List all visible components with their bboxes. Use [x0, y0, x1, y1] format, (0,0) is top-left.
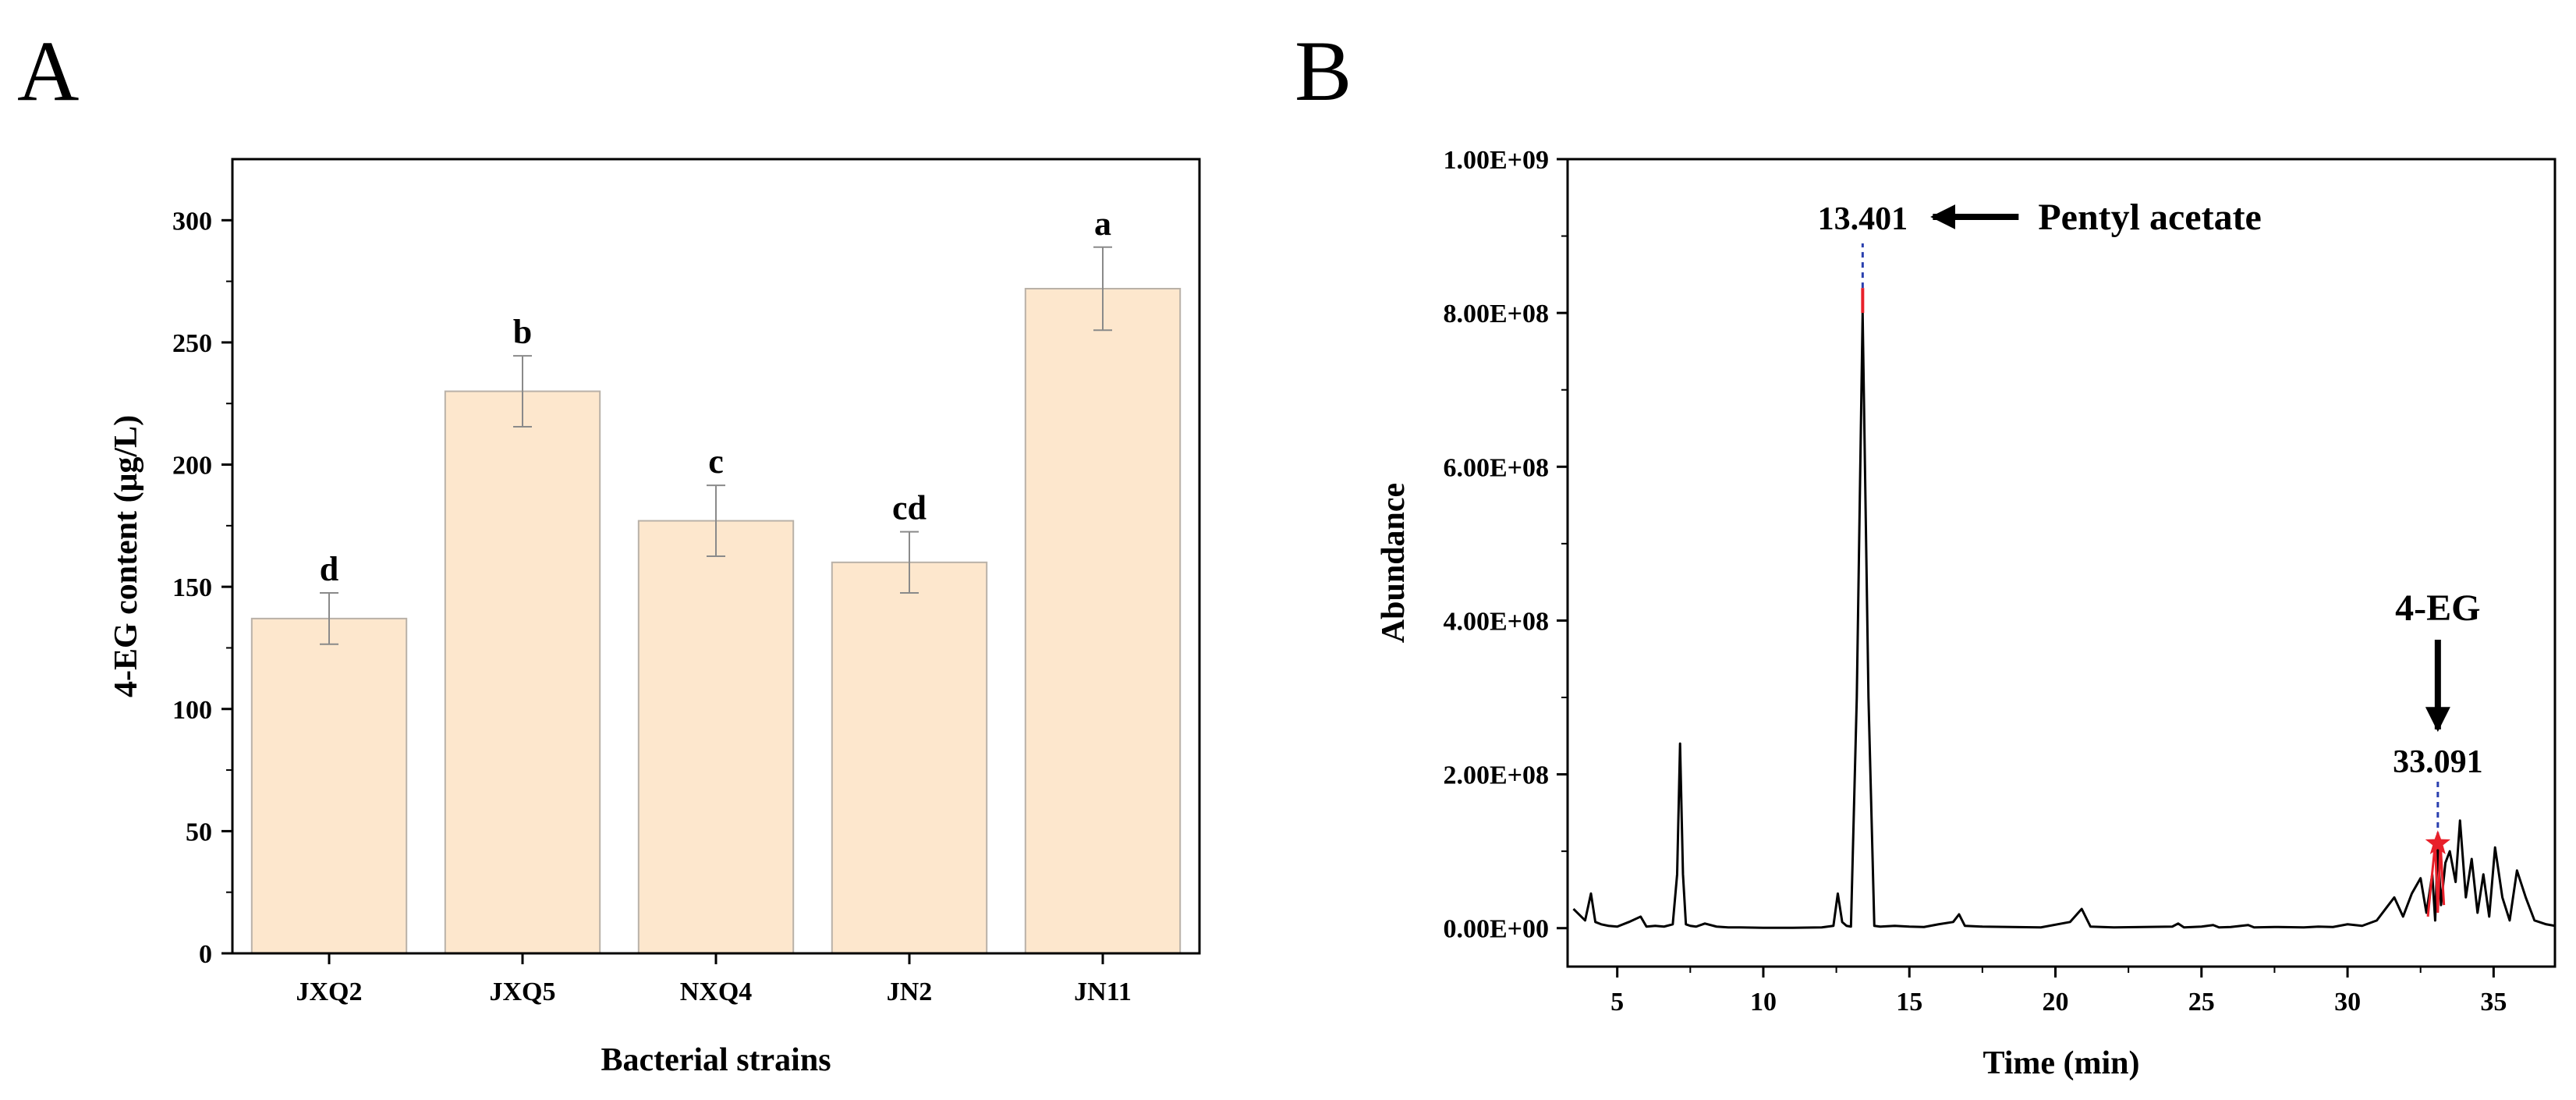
x-axis-title-b: Time (min) — [1982, 1045, 2139, 1081]
y-axis-a: 0 50 100 150 200 250 300 — [172, 207, 232, 969]
significance-label-NXQ4: c — [708, 442, 724, 481]
chromatogram-line — [1572, 311, 2556, 929]
error-bar-JN11 — [1093, 246, 1112, 332]
panel-label-b: B — [1295, 23, 1352, 119]
star-marker-4eg — [2425, 830, 2450, 854]
y-tick-label: 1.00E+09 — [1443, 146, 1549, 175]
significance-label-group: d b c cd a — [320, 204, 1111, 588]
plot-frame-b — [1566, 158, 2557, 968]
x-tick-label: 35 — [2480, 988, 2507, 1017]
x-axis-b: 5 10 15 20 25 30 35 — [1610, 967, 2507, 1017]
x-axis-title-a: Bacterial strains — [601, 1042, 831, 1078]
y-tick-label: 0 — [199, 940, 212, 969]
annotation-retention-33091: 33.091 — [2393, 744, 2483, 780]
significance-label-JXQ5: b — [513, 313, 532, 351]
x-tick-label: 5 — [1610, 988, 1624, 1017]
error-bar-NXQ4 — [707, 484, 725, 557]
error-bar-JN2 — [900, 530, 919, 594]
y-tick-label: 2.00E+08 — [1443, 761, 1549, 790]
y-tick-label: 200 — [172, 452, 212, 481]
x-axis-a: JXQ2 JXQ5 NXQ4 JN2 JN11 — [296, 953, 1132, 1006]
y-tick-label: 50 — [186, 818, 212, 846]
bar-NXQ4 — [637, 520, 795, 954]
y-axis-title-a: 4-EG content (μg/L) — [108, 415, 144, 697]
bar-chart-panel-a: d b c cd a 0 50 100 150 200 250 300 JXQ2 JXQ5 NXQ4 JN… — [108, 158, 1201, 1078]
x-tick-label: 25 — [2188, 988, 2215, 1017]
x-tick-label: 30 — [2334, 988, 2361, 1017]
x-tick-label: 20 — [2043, 988, 2069, 1017]
y-axis-b: 0.00E+00 2.00E+08 4.00E+08 6.00E+08 8.00E+08… — [1443, 146, 1568, 944]
y-tick-label: 300 — [172, 207, 212, 236]
bar-JXQ2 — [250, 617, 408, 954]
x-tick-label-JN2: JN2 — [887, 978, 933, 1006]
significance-label-JXQ2: d — [320, 550, 338, 588]
bar-JN2 — [831, 561, 988, 954]
significance-label-JN11: a — [1094, 204, 1111, 243]
x-tick-label: 15 — [1896, 988, 1922, 1017]
y-tick-label: 100 — [172, 696, 212, 725]
y-tick-label: 6.00E+08 — [1443, 453, 1549, 482]
bar-JXQ5 — [444, 390, 601, 955]
chromatogram-panel-b: 0.00E+00 2.00E+08 4.00E+08 6.00E+08 8.00E+08… — [1376, 146, 2557, 1081]
y-axis-title-b: Abundance — [1376, 483, 1412, 643]
x-tick-label: 10 — [1750, 988, 1777, 1017]
bar-JN11 — [1024, 288, 1182, 954]
x-tick-label-JXQ5: JXQ5 — [490, 978, 556, 1006]
y-tick-label: 8.00E+08 — [1443, 300, 1549, 328]
annotation-4eg: 4-EG — [2395, 587, 2480, 629]
y-tick-label: 0.00E+00 — [1443, 915, 1549, 944]
y-tick-label: 250 — [172, 329, 212, 358]
chromatogram-highlight-4eg — [2426, 843, 2446, 917]
error-bar-JXQ5 — [513, 355, 532, 428]
annotation-retention-13401: 13.401 — [1818, 201, 1908, 237]
annotation-pentyl-acetate: Pentyl acetate — [2038, 197, 2262, 238]
x-tick-label-JN11: JN11 — [1074, 978, 1132, 1006]
x-tick-label-JXQ2: JXQ2 — [296, 978, 363, 1006]
error-bar-JXQ2 — [320, 591, 338, 645]
y-tick-label: 4.00E+08 — [1443, 607, 1549, 636]
x-tick-label-NXQ4: NXQ4 — [680, 978, 753, 1006]
significance-label-JN2: cd — [892, 489, 927, 527]
error-bar-group — [320, 246, 1112, 645]
bar-group — [250, 288, 1182, 955]
panel-label-a: A — [17, 23, 79, 119]
y-tick-label: 150 — [172, 573, 212, 602]
